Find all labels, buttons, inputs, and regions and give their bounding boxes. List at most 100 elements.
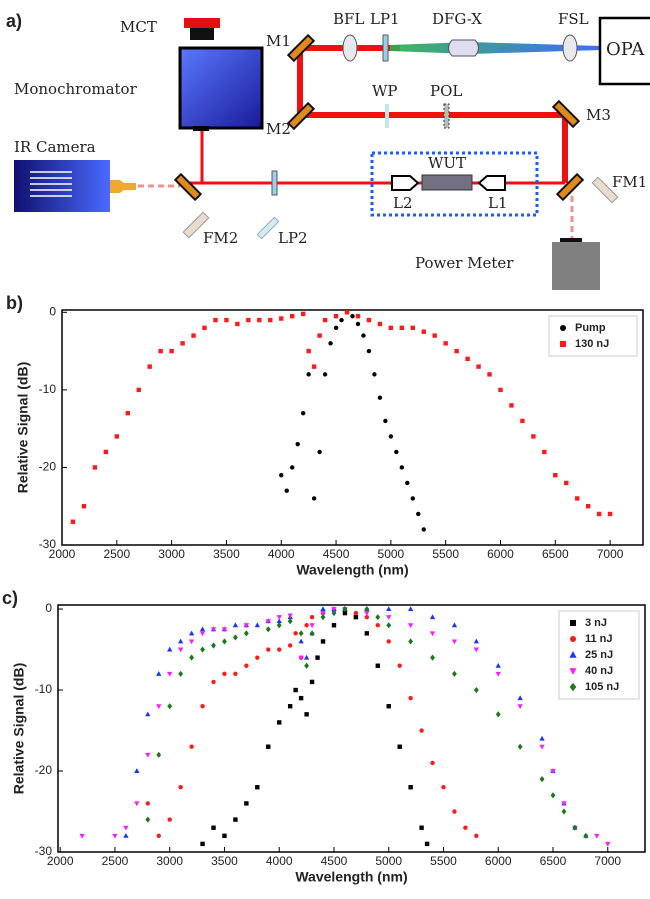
point — [350, 314, 355, 319]
monochromator — [178, 46, 264, 130]
point — [311, 496, 317, 501]
point — [243, 623, 250, 629]
point — [287, 618, 293, 625]
point — [266, 647, 271, 652]
point — [473, 686, 479, 694]
x-tick-label: 5500 — [432, 547, 459, 561]
point — [300, 410, 306, 416]
point — [531, 434, 536, 439]
point — [465, 356, 470, 362]
x-tick-label: 7000 — [594, 854, 621, 868]
point — [284, 488, 289, 493]
point — [279, 472, 284, 478]
point — [303, 654, 310, 660]
power-meter — [552, 242, 600, 290]
point — [112, 833, 118, 839]
point — [353, 614, 359, 620]
point — [333, 314, 339, 319]
point — [451, 622, 458, 628]
legend-marker — [569, 682, 577, 692]
point — [509, 403, 514, 408]
slit — [193, 126, 209, 131]
point — [200, 646, 205, 653]
panel-label: a) — [6, 11, 22, 31]
point — [222, 638, 227, 645]
point — [123, 825, 129, 831]
point — [550, 769, 556, 774]
point — [92, 465, 98, 470]
label: IR Camera — [14, 138, 96, 156]
point — [265, 619, 271, 625]
point — [123, 832, 129, 838]
plot-frame — [61, 309, 644, 546]
point — [145, 816, 151, 823]
legend-label: 105 nJ — [585, 681, 619, 693]
point — [495, 671, 501, 677]
point — [463, 825, 468, 830]
point — [232, 622, 239, 628]
point — [317, 449, 322, 455]
point — [298, 695, 304, 701]
point — [419, 825, 424, 830]
point — [315, 655, 320, 660]
sensor — [30, 171, 72, 197]
point — [136, 387, 141, 393]
y-tick-label: -10 — [39, 382, 57, 396]
opa — [598, 16, 650, 86]
point — [553, 472, 558, 478]
point — [375, 623, 380, 628]
label: M1 — [266, 32, 291, 50]
point — [364, 631, 370, 636]
mirror — [286, 33, 316, 63]
legend-label: 25 nJ — [585, 649, 613, 661]
plot-frame — [57, 604, 646, 853]
point — [331, 623, 337, 628]
point — [407, 606, 414, 612]
label: Monochromator — [14, 80, 138, 98]
x-tick-label: 6000 — [487, 547, 514, 561]
point — [517, 743, 523, 750]
point — [583, 832, 589, 839]
point — [277, 720, 282, 725]
point — [454, 348, 459, 354]
point — [394, 449, 399, 455]
x-tick-label: 2000 — [49, 547, 76, 561]
point — [210, 627, 217, 633]
point — [279, 316, 284, 321]
point — [189, 654, 195, 661]
point — [213, 317, 218, 323]
point — [147, 364, 152, 369]
point — [254, 622, 260, 628]
filter — [382, 34, 389, 62]
point — [397, 663, 402, 668]
filter — [256, 216, 280, 240]
point — [539, 744, 545, 750]
point — [309, 614, 315, 620]
point — [405, 480, 410, 486]
objective — [477, 175, 506, 191]
point — [520, 418, 525, 424]
legend-marker — [560, 341, 566, 347]
point — [377, 395, 383, 400]
legend-box — [548, 315, 638, 357]
point — [145, 801, 151, 806]
point — [188, 639, 195, 645]
point — [199, 626, 206, 632]
x-tick-label: 2500 — [102, 854, 129, 868]
point — [375, 663, 380, 668]
point — [233, 671, 238, 677]
x-tick-label: 5000 — [375, 854, 402, 868]
point — [211, 642, 216, 649]
point — [344, 310, 350, 315]
point — [377, 321, 383, 327]
waveplate — [385, 104, 389, 128]
point — [585, 504, 591, 509]
point — [300, 311, 306, 317]
point — [487, 372, 492, 377]
label: DFG-X — [432, 10, 482, 28]
point — [399, 465, 405, 470]
point — [156, 751, 162, 758]
x-tick-label: 5000 — [378, 547, 405, 561]
label: POL — [430, 82, 462, 100]
